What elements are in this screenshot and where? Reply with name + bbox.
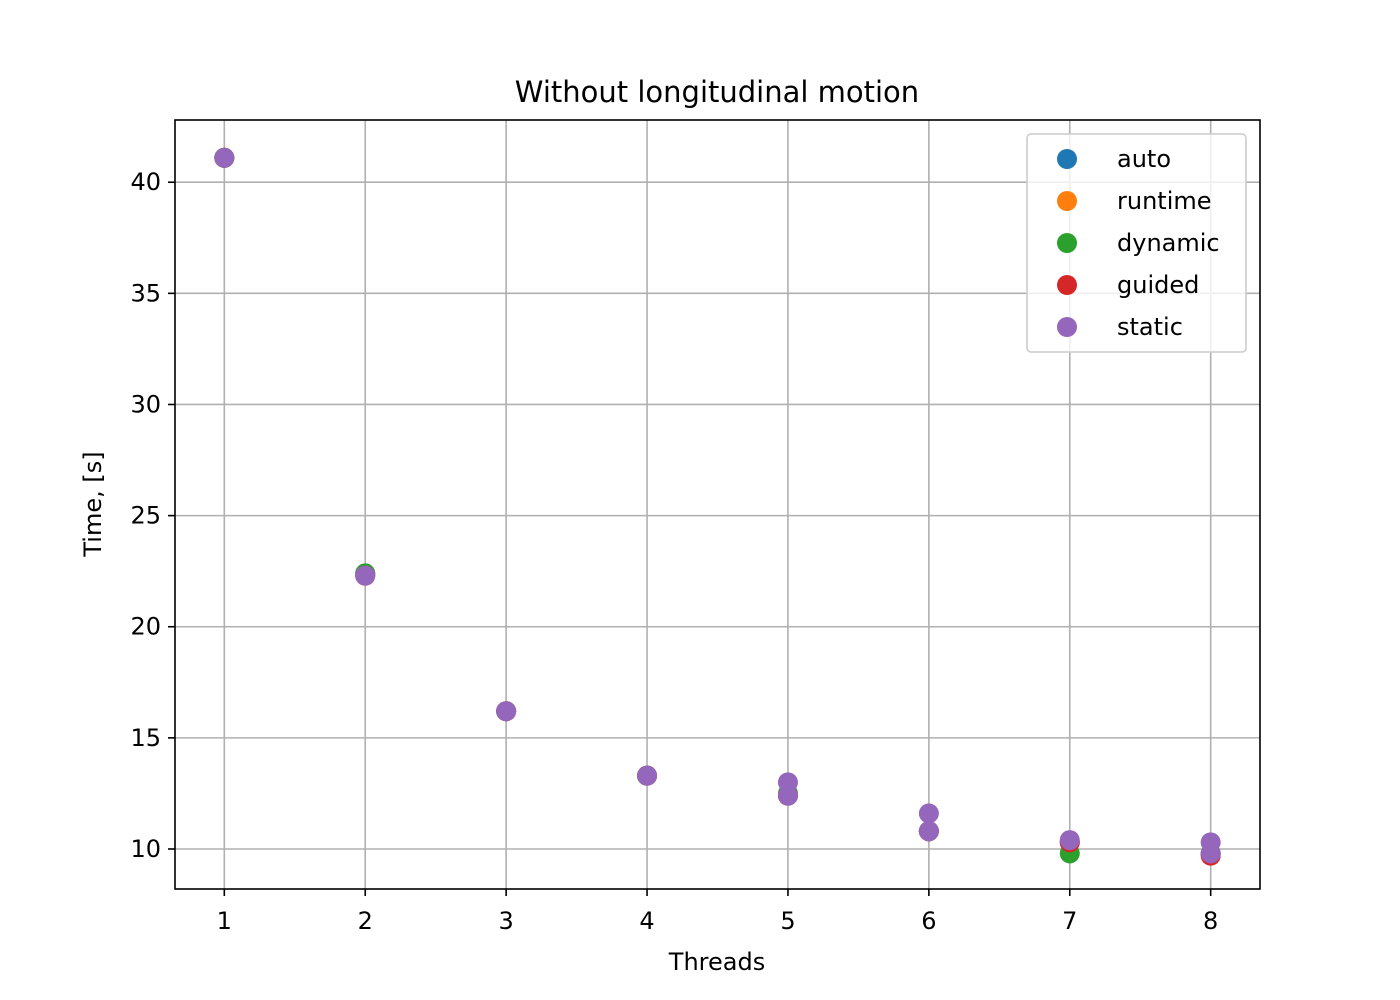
- x-tick-label: 4: [639, 907, 654, 935]
- y-tick-label: 25: [130, 502, 161, 530]
- x-tick-label: 1: [217, 907, 232, 935]
- y-tick-label: 35: [130, 279, 161, 307]
- data-point-static: [496, 701, 517, 722]
- y-tick-label: 10: [130, 835, 161, 863]
- legend-label-runtime: runtime: [1117, 187, 1212, 215]
- legend-box: [1026, 133, 1247, 353]
- y-tick-label: 20: [130, 613, 161, 641]
- x-tick-label: 6: [921, 907, 936, 935]
- y-tick-label: 30: [130, 390, 161, 418]
- legend-marker-static: [1057, 317, 1077, 337]
- x-axis-label: Threads: [668, 948, 765, 976]
- data-point-static: [355, 565, 376, 586]
- x-tick-label: 5: [780, 907, 795, 935]
- legend-marker-guided: [1057, 275, 1077, 295]
- data-point-static: [1200, 843, 1221, 864]
- data-point-static: [637, 765, 658, 786]
- plot-area: [174, 119, 1261, 890]
- x-tick-label: 2: [358, 907, 373, 935]
- data-point-static: [918, 803, 939, 824]
- data-point-static: [1059, 830, 1080, 851]
- x-tick-label: 3: [498, 907, 513, 935]
- data-point-static: [777, 785, 798, 806]
- y-tick-label: 15: [130, 724, 161, 752]
- legend-label-guided: guided: [1117, 271, 1199, 299]
- chart-title: Without longitudinal motion: [515, 75, 919, 109]
- x-tick-label: 8: [1203, 907, 1218, 935]
- legend: auto runtime dynamic guided static: [1026, 133, 1247, 353]
- data-points: [214, 147, 1221, 866]
- axis-ticks: 1 2 3 4 5 6 7 8 10 15 20 25 30 35 40: [130, 168, 1218, 935]
- y-tick-label: 40: [130, 168, 161, 196]
- legend-label-static: static: [1117, 313, 1183, 341]
- data-point-static: [214, 147, 235, 168]
- legend-label-dynamic: dynamic: [1117, 229, 1220, 257]
- y-axis-label: Time, [s]: [79, 451, 107, 557]
- legend-marker-runtime: [1057, 191, 1077, 211]
- data-point-static: [918, 821, 939, 842]
- x-tick-label: 7: [1062, 907, 1077, 935]
- legend-label-auto: auto: [1117, 145, 1171, 173]
- legend-marker-dynamic: [1057, 233, 1077, 253]
- legend-marker-auto: [1057, 149, 1077, 169]
